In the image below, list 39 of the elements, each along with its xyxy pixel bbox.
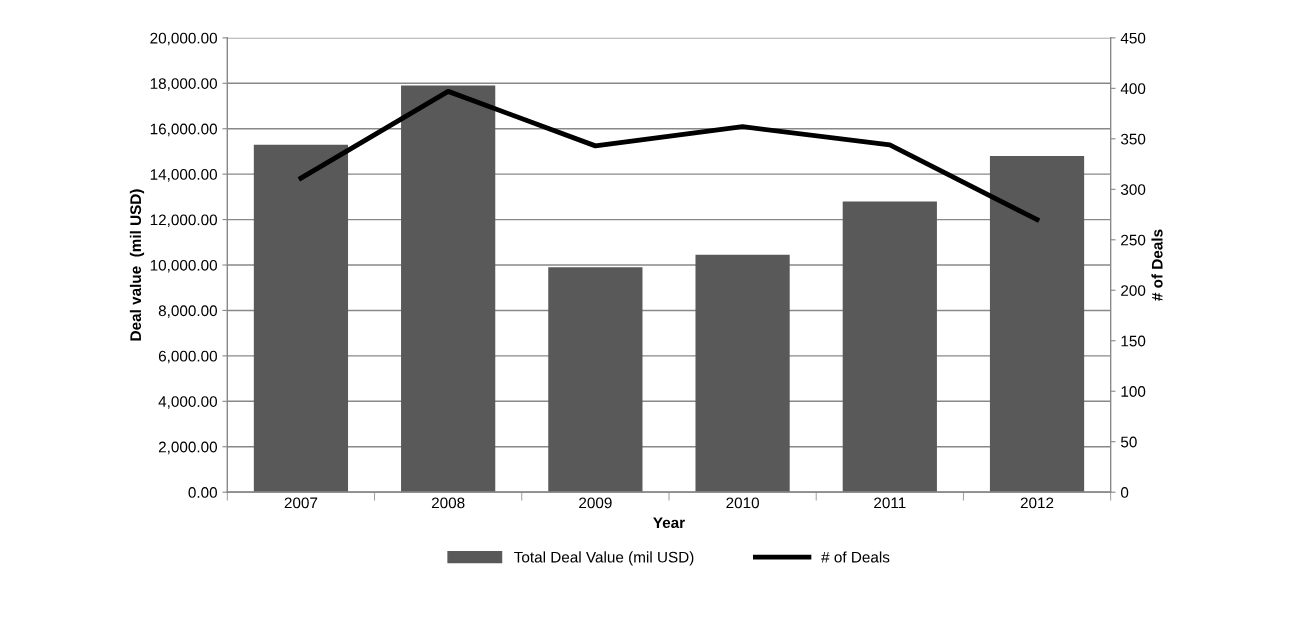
y-axis-title: Deal value (mil USD) [129, 189, 145, 341]
x-axis-title: Year [653, 517, 685, 529]
bar [989, 155, 1085, 493]
y2-tick-label: 450 [1120, 32, 1146, 44]
y-tick-label: 4,000.00 [158, 396, 218, 409]
bar [842, 201, 937, 493]
bar [253, 144, 349, 493]
y2-tick-label: 350 [1120, 133, 1146, 145]
x-tick-label: 2011 [874, 497, 906, 509]
y2-tick-label: 200 [1121, 285, 1146, 296]
y-tick-label: 20,000.00 [150, 32, 218, 46]
y-tick-label: 0.00 [188, 487, 218, 498]
y-tick-label: 8,000.00 [158, 305, 218, 318]
y2-tick-label: 250 [1121, 234, 1146, 246]
x-tick-label: 2010 [726, 497, 759, 509]
x-tick-label: 2008 [431, 497, 465, 509]
y2-axis-title: # of Deals [1151, 229, 1163, 301]
x-tick-label: 2012 [1020, 497, 1054, 509]
y2-tick-label: 50 [1120, 436, 1137, 448]
y-tick-label: 14,000.00 [150, 169, 218, 182]
y2-tick-label: 100 [1121, 386, 1146, 397]
x-tick-label: 2007 [284, 497, 318, 509]
y-tick-label: 2,000.00 [158, 441, 218, 455]
x-tick-label: 2009 [579, 497, 612, 509]
bar [695, 254, 790, 493]
y2-tick-label: 150 [1121, 335, 1146, 347]
y2-tick-label: 300 [1120, 184, 1146, 195]
bar [548, 267, 643, 493]
line-series [298, 88, 1040, 223]
legend-label: Total Deal Value (mil USD) [514, 551, 694, 566]
y-tick-label: 12,000.00 [150, 214, 218, 228]
y-tick-label: 6,000.00 [158, 350, 218, 364]
bar [401, 85, 496, 493]
legend-label: # of Deals [821, 551, 890, 563]
y2-tick-label: 400 [1120, 83, 1146, 95]
y-tick-label: 16,000.00 [150, 123, 218, 137]
y2-tick-label: 0 [1120, 487, 1129, 498]
y-tick-label: 18,000.00 [150, 78, 218, 91]
y-tick-label: 10,000.00 [150, 259, 218, 273]
